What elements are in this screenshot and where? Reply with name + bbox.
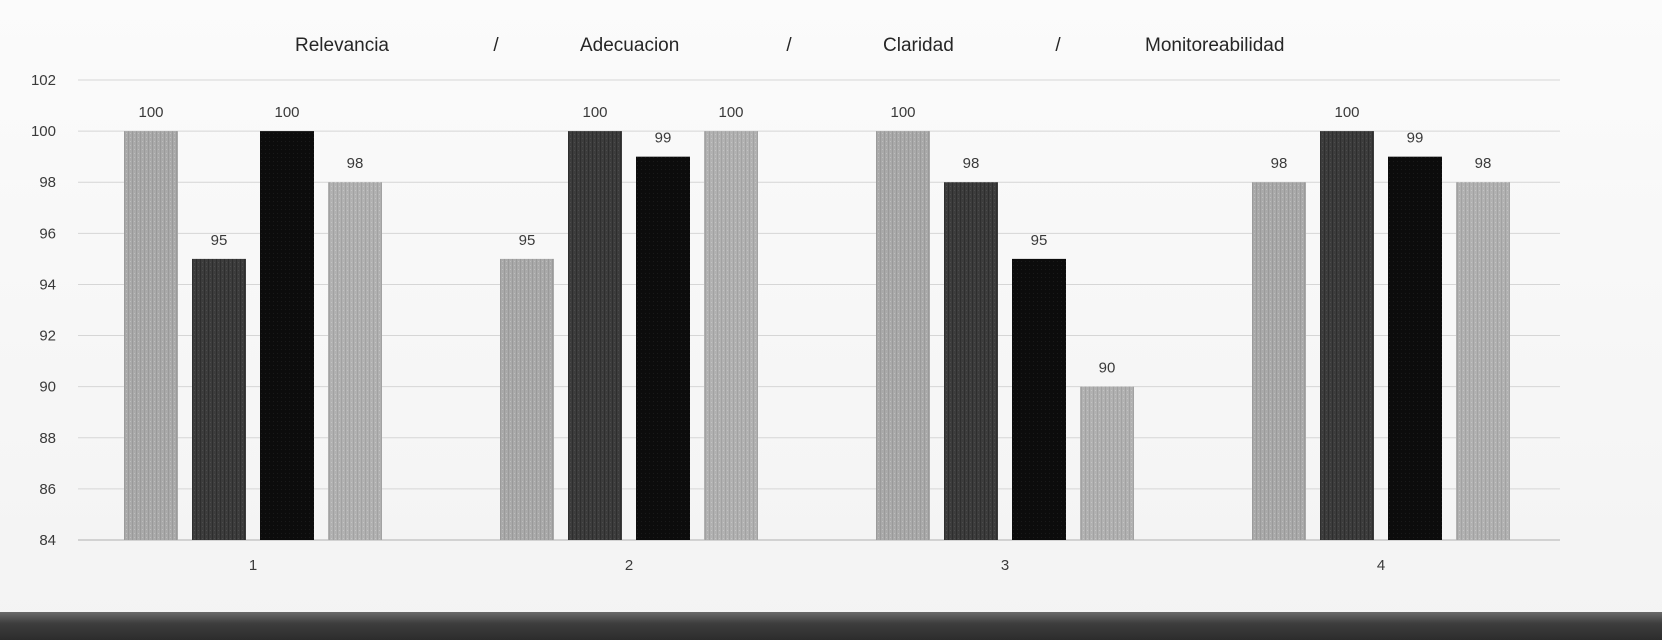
y-axis-tick-labels: 84 86 88 90 92 94 96 98 100 102 <box>31 72 56 549</box>
bar-adecuacion-2 <box>568 131 622 540</box>
legend-entry-adecuacion: Adecuacion <box>580 35 679 56</box>
bars <box>124 131 1510 540</box>
bar-relevancia-4 <box>1252 182 1306 540</box>
category-label: 2 <box>625 557 633 574</box>
data-label: 99 <box>1407 130 1424 147</box>
data-label: 95 <box>519 232 536 249</box>
bar-relevancia-2 <box>500 258 554 540</box>
legend-separator: / <box>1055 35 1061 56</box>
bar-monitoreabilidad-1 <box>328 182 382 540</box>
data-label: 95 <box>211 232 228 249</box>
y-tick-label: 84 <box>39 532 56 549</box>
bar-monitoreabilidad-2 <box>704 131 758 540</box>
bar-relevancia-3 <box>876 131 930 540</box>
category-label: 4 <box>1377 557 1385 574</box>
data-label: 95 <box>1031 232 1048 249</box>
legend-entry-claridad: Claridad <box>883 35 954 56</box>
bar-claridad-3 <box>1012 258 1066 540</box>
bar-adecuacion-3 <box>944 182 998 540</box>
data-label: 98 <box>1271 155 1288 172</box>
data-label: 98 <box>347 155 364 172</box>
data-labels: 100 95 100 98 95 100 99 100 100 98 95 90 98 100 99 98 <box>138 104 1491 377</box>
y-tick-label: 96 <box>39 225 56 242</box>
gridlines <box>78 79 1560 541</box>
y-tick-label: 100 <box>31 123 56 140</box>
y-tick-label: 102 <box>31 72 56 89</box>
data-label: 98 <box>963 155 980 172</box>
bar-relevancia-1 <box>124 131 178 540</box>
y-tick-label: 86 <box>39 481 56 498</box>
y-tick-label: 94 <box>39 276 56 293</box>
legend-entry-monitoreabilidad: Monitoreabilidad <box>1145 35 1284 56</box>
y-tick-label: 90 <box>39 379 56 396</box>
bar-claridad-1 <box>260 131 314 540</box>
bar-monitoreabilidad-3 <box>1080 386 1134 540</box>
data-label: 98 <box>1475 155 1492 172</box>
data-label: 100 <box>890 104 915 121</box>
bar-adecuacion-1 <box>192 258 246 540</box>
y-tick-label: 98 <box>39 174 56 191</box>
legend: Relevancia Adecuacion Claridad Monitoreabil… <box>295 35 1284 56</box>
legend-entry-relevancia: Relevancia <box>295 35 389 56</box>
data-label: 99 <box>655 130 672 147</box>
bottom-dark-band <box>0 612 1662 640</box>
category-label: 3 <box>1001 557 1009 574</box>
data-label: 100 <box>582 104 607 121</box>
bar-claridad-4 <box>1388 156 1442 540</box>
bar-claridad-2 <box>636 156 690 540</box>
data-label: 100 <box>274 104 299 121</box>
bar-adecuacion-4 <box>1320 131 1374 540</box>
bar-monitoreabilidad-4 <box>1456 182 1510 540</box>
data-label: 100 <box>718 104 743 121</box>
legend-separator: / <box>493 35 499 56</box>
y-tick-label: 88 <box>39 430 56 447</box>
data-label: 100 <box>138 104 163 121</box>
data-label: 90 <box>1099 360 1116 377</box>
category-label: 1 <box>249 557 257 574</box>
x-axis-category-labels: 1 2 3 4 <box>249 557 1385 574</box>
y-tick-label: 92 <box>39 328 56 345</box>
legend-separator: / <box>786 35 792 56</box>
data-label: 100 <box>1334 104 1359 121</box>
